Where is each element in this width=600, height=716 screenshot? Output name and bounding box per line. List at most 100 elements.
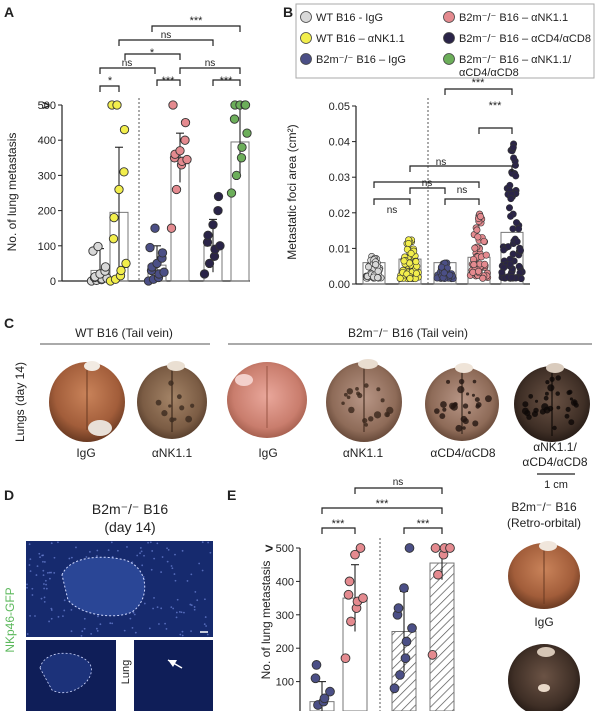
y-tick-label: 400 xyxy=(38,135,56,147)
panel-a-bars xyxy=(90,106,250,282)
panel-e-right-caption: IgG xyxy=(534,615,553,629)
micro-nucleus xyxy=(48,571,51,574)
micro-nucleus xyxy=(193,606,196,608)
panel-e-chart: No. of lung metastasis > 100 200 300 400 500… xyxy=(259,477,581,716)
micro-nucleus xyxy=(153,597,155,599)
panel-b-point xyxy=(470,261,478,269)
panel-a-sig-1: * xyxy=(108,75,113,87)
micro-nucleus xyxy=(132,611,135,614)
micro-nucleus xyxy=(45,583,47,586)
panel-e-point xyxy=(401,636,412,647)
lung-spot xyxy=(368,416,374,422)
micro-nucleus xyxy=(190,573,193,576)
panel-b-point xyxy=(517,275,525,283)
y-tick-label: 0.05 xyxy=(329,101,350,113)
panel-e-point xyxy=(404,543,415,553)
legend-marker xyxy=(300,32,312,44)
lung-spot xyxy=(531,410,539,418)
panel-e-points xyxy=(310,543,455,710)
micro-nucleus xyxy=(26,586,28,589)
panel-b-point xyxy=(365,263,373,271)
micro-nucleus xyxy=(123,629,126,632)
panel-c-caption-7: αCD4/αCD8 xyxy=(522,455,588,469)
panel-b-point xyxy=(412,258,420,266)
panel-b-chart: WT B16 - IgG B2m⁻/⁻ B16 – αNK1.1 WT B16 – … xyxy=(285,3,595,291)
panel-b-sig-1: ns xyxy=(387,205,398,216)
micro-nucleus xyxy=(142,575,145,578)
micro-nucleus xyxy=(129,617,132,620)
y-tick-label: 500 xyxy=(276,543,294,555)
legend-marker xyxy=(443,53,455,65)
micro-nucleus xyxy=(96,630,99,632)
panel-e-sig-2: *** xyxy=(417,518,431,530)
lung-spot xyxy=(446,379,451,384)
panel-b-point xyxy=(498,268,506,276)
panel-a-point xyxy=(182,154,192,165)
lung-spot xyxy=(547,384,555,392)
micro-nucleus xyxy=(136,554,139,557)
micro-nucleus xyxy=(181,549,184,552)
panel-b-point xyxy=(507,195,515,203)
panel-c-caption-2: αNK1.1 xyxy=(152,446,193,460)
lung-b2m-ank11 xyxy=(326,359,402,442)
micro-nucleus xyxy=(75,546,77,549)
lung-spot xyxy=(549,376,555,382)
panel-e-break-symbol: > xyxy=(265,540,273,556)
panel-e-sig-4: ns xyxy=(393,477,404,488)
y-tick-label: 0.00 xyxy=(329,279,350,291)
micro-nucleus xyxy=(190,630,192,633)
micro-inset-label: Lung xyxy=(120,660,132,684)
lung-spot xyxy=(155,399,162,406)
panel-e-point xyxy=(393,603,404,613)
panel-c-lungs: WT B16 (Tail vein) B2m⁻/⁻ B16 (Tail vein… xyxy=(13,326,592,491)
panel-c-scalebar-label: 1 cm xyxy=(544,479,568,491)
lung-spot xyxy=(161,410,168,417)
lung-spot xyxy=(564,413,570,419)
micro-nucleus xyxy=(42,560,44,563)
panel-b-point xyxy=(372,261,380,269)
lung-spot xyxy=(552,425,557,431)
micro-nucleus xyxy=(139,547,142,549)
panel-b-point xyxy=(508,273,516,281)
micro-nucleus xyxy=(70,556,73,559)
micro-nucleus xyxy=(203,623,206,626)
panel-e-point xyxy=(389,683,400,694)
panel-a-point xyxy=(199,269,210,279)
y-tick-label: 0.01 xyxy=(329,243,350,255)
legend-marker xyxy=(300,53,312,65)
micro-nucleus xyxy=(139,552,141,555)
micro-nucleus xyxy=(147,541,149,544)
lung-spot xyxy=(462,426,466,430)
panel-b-point xyxy=(516,246,524,254)
micro-nucleus xyxy=(160,607,163,610)
micro-nucleus xyxy=(57,541,59,544)
micro-nucleus xyxy=(53,556,56,559)
micro-nucleus xyxy=(42,569,45,572)
panel-a-point xyxy=(114,184,124,195)
lung-spot xyxy=(475,401,482,408)
lung-spot xyxy=(168,404,172,408)
panel-a-point xyxy=(166,223,177,233)
panel-e-point xyxy=(340,653,351,664)
panel-e-point xyxy=(311,660,322,670)
panel-e-point xyxy=(344,576,355,587)
micro-nucleus xyxy=(181,630,184,633)
lung-spot xyxy=(346,395,351,400)
micro-nucleus xyxy=(111,622,114,625)
y-tick-label: 100 xyxy=(276,677,294,689)
micro-nucleus xyxy=(166,547,168,550)
lung-spot xyxy=(539,408,546,415)
lung-spot xyxy=(556,405,561,410)
panel-a-point xyxy=(159,267,169,277)
lung-spot xyxy=(544,391,549,396)
panel-a-point xyxy=(150,223,160,233)
lung-spot xyxy=(364,423,368,427)
micro-nucleus xyxy=(207,541,210,544)
micro-nucleus xyxy=(156,542,159,545)
micro-nucleus xyxy=(96,555,98,557)
lung-spot xyxy=(547,405,554,412)
y-tick-label: 300 xyxy=(38,170,56,182)
lung-spot xyxy=(543,395,549,401)
lung-wt-ank11 xyxy=(137,361,207,439)
micro-nucleus xyxy=(26,633,29,635)
